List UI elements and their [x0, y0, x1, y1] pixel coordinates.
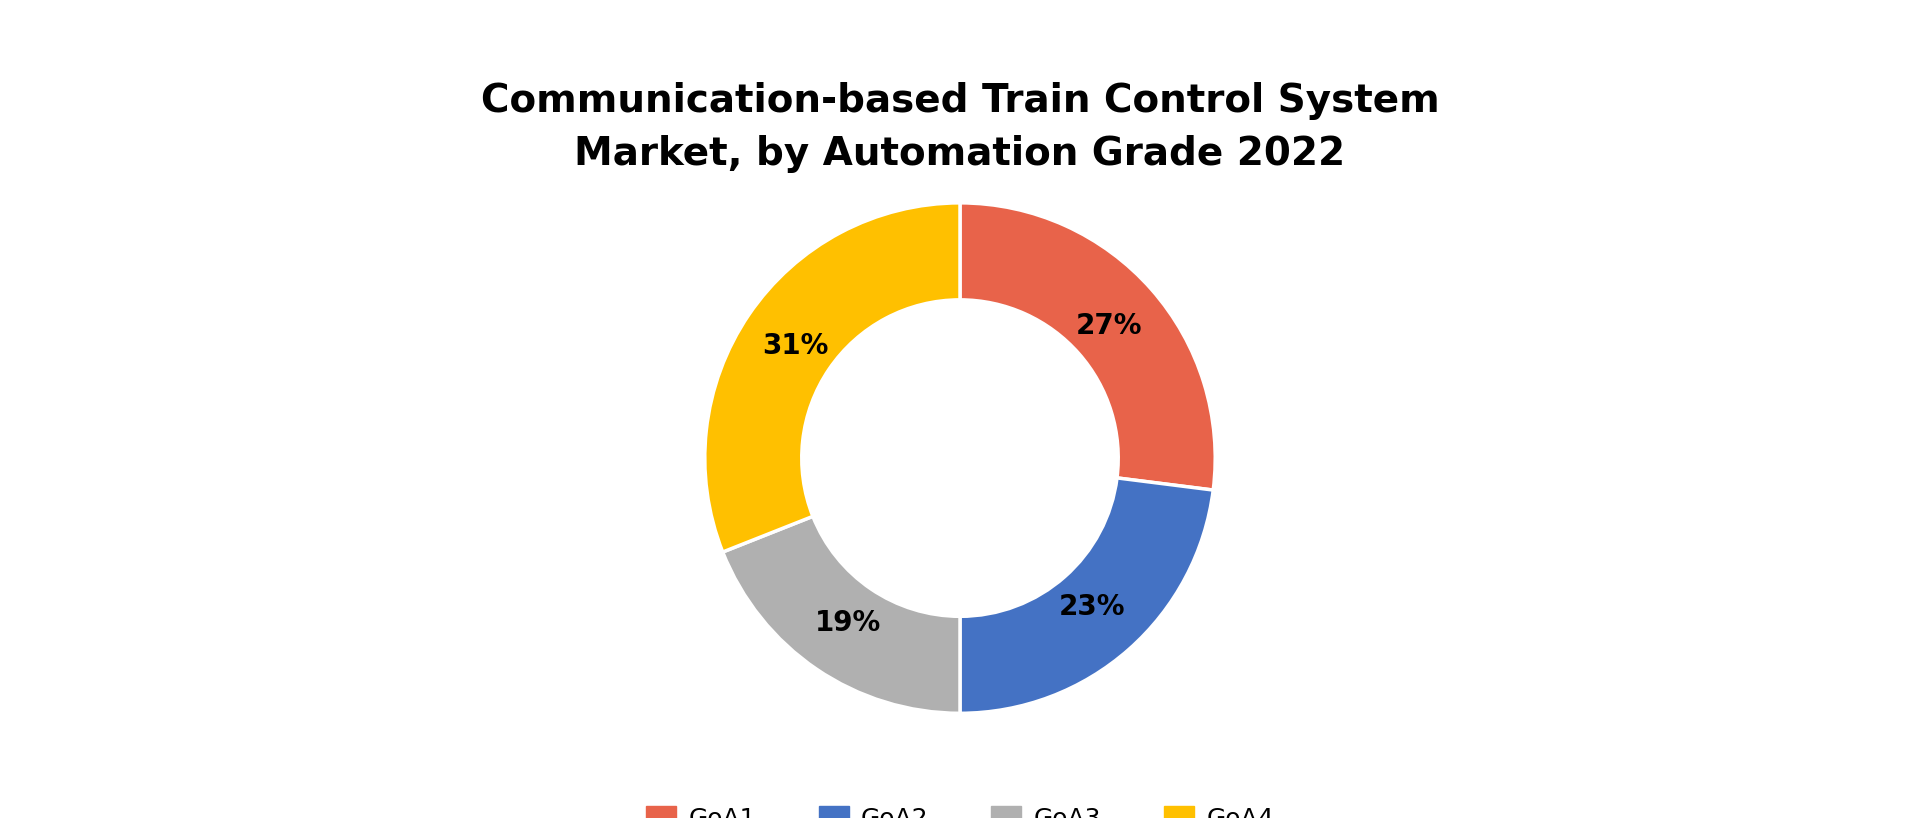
- Text: 19%: 19%: [814, 609, 881, 636]
- Text: Communication-based Train Control System
Market, by Automation Grade 2022: Communication-based Train Control System…: [480, 82, 1440, 173]
- Wedge shape: [960, 478, 1213, 713]
- Legend: GoA1, GoA2, GoA3, GoA4: GoA1, GoA2, GoA3, GoA4: [636, 797, 1284, 818]
- Wedge shape: [705, 203, 960, 552]
- Wedge shape: [960, 203, 1215, 490]
- Text: 23%: 23%: [1058, 593, 1125, 622]
- Text: 31%: 31%: [762, 332, 829, 360]
- Wedge shape: [722, 516, 960, 713]
- Text: 27%: 27%: [1075, 312, 1142, 340]
